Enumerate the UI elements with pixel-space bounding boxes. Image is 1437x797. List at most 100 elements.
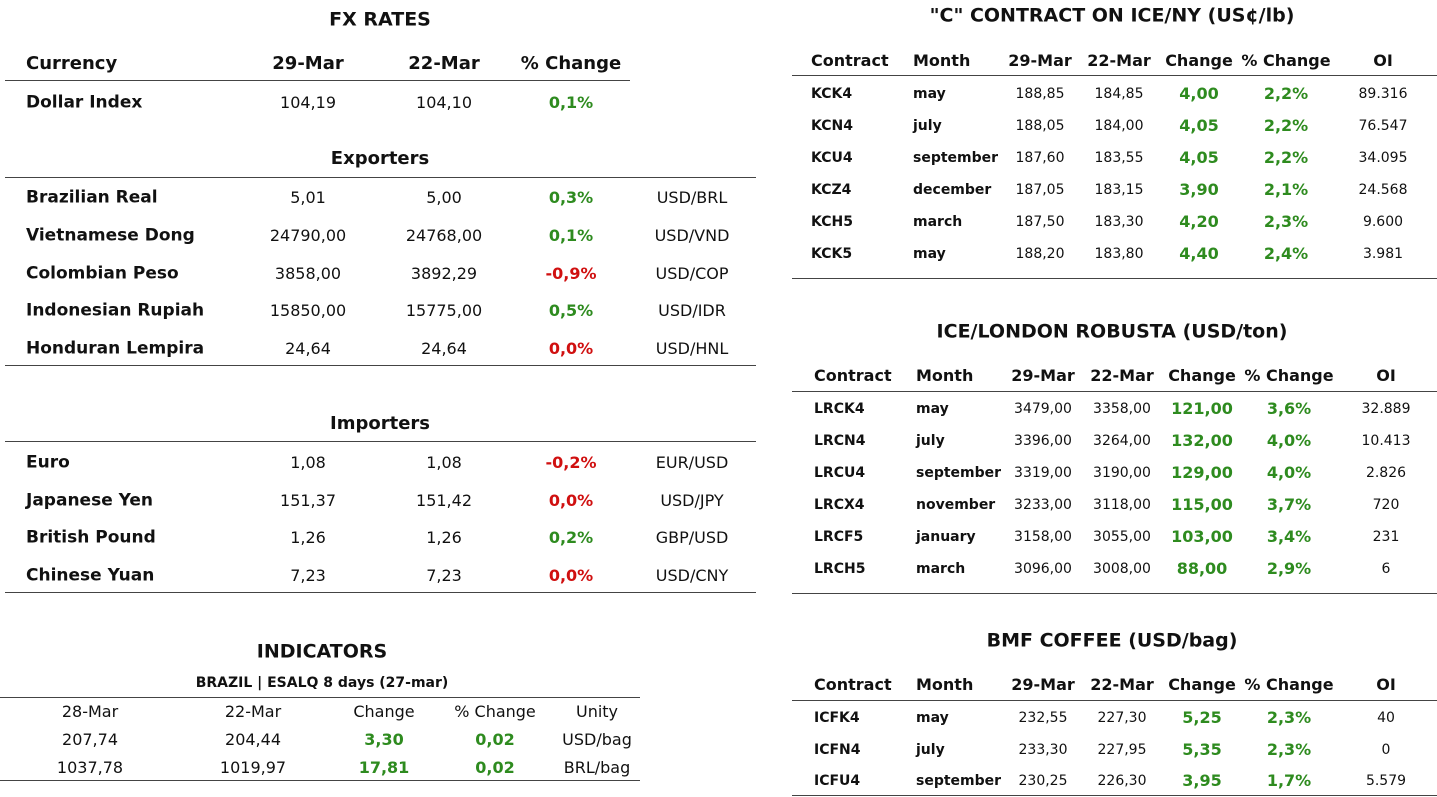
- column-header: 22-Mar: [408, 53, 480, 74]
- column-header: Month: [916, 675, 974, 694]
- table-row: 184,00: [1094, 118, 1144, 134]
- rule: [792, 593, 1437, 594]
- table-row: Japanese Yen: [26, 490, 154, 511]
- table-row: 3118,00: [1093, 497, 1151, 513]
- column-header: Month: [916, 366, 974, 385]
- table-row: november: [916, 497, 996, 513]
- table-row: 2,2%: [1263, 148, 1309, 167]
- table-row: 0,02: [475, 730, 515, 749]
- table-row: 3,90: [1179, 180, 1219, 199]
- table-row: KCK4: [811, 86, 853, 102]
- column-header: Change: [1165, 51, 1233, 70]
- table-row: july: [916, 433, 945, 449]
- column-header: % Change: [1244, 366, 1334, 385]
- table-row: december: [913, 182, 992, 198]
- table-row: 1037,78: [56, 758, 124, 777]
- table-row: 231: [1372, 529, 1400, 545]
- table-row: Colombian Peso: [26, 263, 179, 284]
- section-title: FX RATES: [329, 8, 431, 31]
- table-row: 187,05: [1015, 182, 1065, 198]
- table-row: 3358,00: [1093, 401, 1151, 417]
- table-row: LRCF5: [814, 529, 864, 545]
- table-row: 5,35: [1182, 739, 1222, 759]
- column-header: Change: [1168, 366, 1236, 385]
- table-row: USD/IDR: [658, 301, 726, 321]
- table-row: LRCU4: [814, 465, 866, 481]
- rule: [792, 75, 1437, 76]
- table-row: 1,08: [426, 453, 462, 472]
- table-row: 0,3%: [548, 188, 594, 207]
- table-row: 0,0%: [548, 339, 594, 359]
- table-row: 7,23: [290, 566, 326, 586]
- column-header: Contract: [814, 366, 892, 385]
- column-header: Unity: [575, 702, 619, 721]
- table-row: 0,02: [475, 758, 515, 777]
- table-row: USD/CNY: [655, 566, 729, 586]
- table-row: 0,5%: [548, 301, 594, 321]
- table-row: 188,85: [1015, 86, 1065, 102]
- table-row: 4,00: [1179, 84, 1219, 103]
- table-row: Brazilian Real: [26, 187, 158, 208]
- table-row: 3190,00: [1093, 465, 1151, 481]
- rule: [5, 177, 756, 178]
- table-row: 88,00: [1176, 559, 1228, 578]
- table-row: 0: [1381, 741, 1391, 758]
- column-header: Change: [1168, 675, 1236, 694]
- rule: [792, 795, 1437, 796]
- table-row: 0,0%: [548, 566, 594, 586]
- table-row: 4,20: [1179, 212, 1219, 231]
- table-row: 3264,00: [1093, 433, 1151, 449]
- table-row: 3096,00: [1014, 561, 1072, 577]
- table-row: 1,26: [290, 528, 326, 548]
- table-row: 3,7%: [1266, 495, 1312, 514]
- rule: [5, 80, 630, 81]
- table-row: 0,1%: [548, 225, 594, 245]
- table-row: 0,1%: [548, 93, 594, 112]
- column-header: 22-Mar: [1090, 675, 1154, 694]
- table-row: 10.413: [1361, 433, 1411, 449]
- table-row: 40: [1377, 710, 1395, 726]
- table-row: 3,4%: [1266, 527, 1312, 546]
- section-title: "C" CONTRACT ON ICE/NY (US¢/lb): [929, 4, 1295, 27]
- table-row: 207,74: [62, 730, 118, 749]
- table-row: British Pound: [26, 527, 156, 548]
- rule: [0, 697, 640, 698]
- table-row: september: [916, 465, 1002, 481]
- table-row: 104,19: [280, 93, 336, 112]
- table-row: BRL/bag: [563, 758, 631, 777]
- table-row: 4,0%: [1266, 431, 1312, 450]
- table-row: 2,2%: [1263, 116, 1309, 135]
- table-row: USD/VND: [654, 225, 730, 245]
- table-row: LRCH5: [814, 561, 866, 577]
- table-row: may: [913, 246, 946, 262]
- table-row: 188,20: [1015, 246, 1065, 262]
- rule: [5, 365, 756, 366]
- table-row: 183,30: [1094, 214, 1144, 230]
- table-row: 3,30: [364, 730, 404, 749]
- table-row: 183,80: [1094, 246, 1144, 262]
- table-row: LRCK4: [814, 401, 865, 417]
- table-row: -0,9%: [545, 263, 597, 283]
- rule: [5, 592, 756, 593]
- column-header: % Change: [520, 53, 622, 74]
- table-row: 5,01: [290, 188, 326, 207]
- rule: [792, 700, 1437, 701]
- column-header: % Change: [1244, 675, 1334, 694]
- table-row: USD/bag: [562, 730, 632, 749]
- table-row: 129,00: [1171, 463, 1233, 482]
- table-row: 6: [1381, 561, 1391, 577]
- table-row: KCU4: [811, 150, 853, 166]
- table-row: 183,55: [1094, 150, 1144, 166]
- table-row: september: [913, 150, 999, 166]
- table-row: LRCX4: [814, 497, 865, 513]
- table-row: ICFN4: [814, 741, 861, 758]
- column-header: 22-Mar: [1087, 51, 1151, 70]
- table-row: 184,85: [1094, 86, 1144, 102]
- table-row: KCZ4: [811, 182, 852, 198]
- table-row: may: [916, 401, 949, 417]
- column-header: Change: [353, 702, 415, 721]
- table-row: 5,25: [1182, 708, 1222, 727]
- column-header: Contract: [811, 51, 889, 70]
- table-row: Dollar Index: [26, 92, 143, 113]
- table-row: 2,2%: [1263, 84, 1309, 103]
